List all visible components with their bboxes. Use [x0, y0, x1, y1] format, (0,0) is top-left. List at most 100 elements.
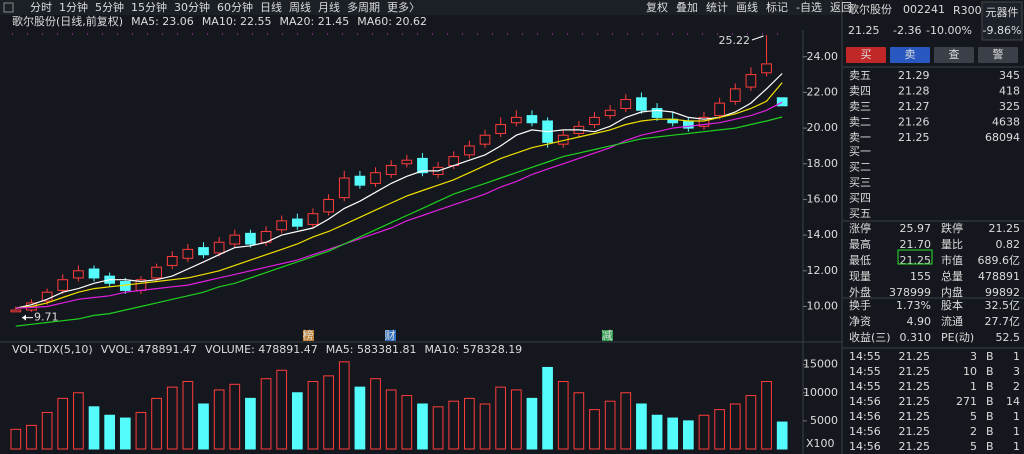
period-tab[interactable]: 日线: [260, 0, 282, 14]
candle-body: [698, 116, 710, 127]
volume-bar: [245, 397, 256, 450]
action-button[interactable]: [846, 47, 886, 63]
volume-bar: [276, 369, 288, 450]
event-marker-bg: [303, 330, 314, 341]
period-tab[interactable]: 1分钟: [59, 0, 88, 14]
toolbar-button[interactable]: -自选: [796, 1, 822, 14]
stat-label: 跌停: [941, 221, 963, 235]
candle-body: [729, 88, 741, 102]
trade-side: B: [986, 395, 994, 408]
toolbar-button[interactable]: 复权: [646, 0, 668, 14]
action-button[interactable]: [978, 47, 1018, 63]
stat-label: 最低: [849, 254, 871, 267]
volume-bar: [260, 378, 272, 450]
stat-value: 378999: [889, 286, 931, 299]
candle-body: [620, 99, 632, 109]
candle-body: [323, 198, 334, 213]
legend-entry: MA5: 23.06: [131, 15, 194, 28]
toolbar-button[interactable]: 标记: [766, 0, 788, 14]
trade-side: B: [986, 350, 994, 363]
trade-count: 14: [1006, 395, 1020, 408]
action-button-label[interactable]: 买: [861, 48, 872, 61]
period-tab[interactable]: 15分钟: [131, 0, 167, 14]
candle-body: [151, 266, 162, 279]
period-tab[interactable]: 月线: [318, 0, 340, 14]
trade-time: 14:56: [849, 440, 881, 453]
ask-level: 卖四: [849, 85, 871, 98]
volume-bar: [229, 383, 241, 450]
stat-value: 1.73%: [896, 299, 931, 312]
stat-label: 换手: [849, 298, 871, 312]
stat-value: 21.70: [900, 238, 932, 251]
index-badge: R300: [953, 4, 982, 17]
toolbar-button[interactable]: 叠加: [676, 1, 698, 14]
last-price: 21.25: [848, 24, 880, 37]
max-annotation: 25.22: [719, 34, 751, 47]
legend-entry: MA60: 20.62: [357, 15, 427, 28]
candle-body: [198, 247, 209, 256]
event-marker[interactable]: 减: [602, 329, 613, 342]
action-button-label[interactable]: 卖: [905, 48, 916, 61]
stat-label: 涨停: [849, 221, 871, 235]
period-tab[interactable]: 5分钟: [95, 0, 124, 14]
ask-volume: 325: [999, 100, 1020, 113]
event-marker-bg: [385, 330, 396, 341]
chart-title: 歌尔股份(日线,前复权): [12, 14, 123, 28]
ask-level: 卖一: [849, 131, 871, 144]
candle-body: [276, 220, 288, 231]
stat-value: 4.90: [907, 315, 932, 328]
candle-body: [761, 63, 772, 74]
sector-box: [981, 1, 1023, 41]
volume-bar: [151, 397, 162, 450]
volume-bar: [166, 386, 178, 450]
period-tab[interactable]: 多周期: [347, 0, 380, 14]
period-tab[interactable]: 分时: [30, 1, 52, 14]
volume-bar: [745, 395, 757, 450]
volume-bar: [557, 381, 569, 450]
period-tab[interactable]: 30分钟: [174, 0, 210, 14]
volume-legend: VVOL: 478891.47: [101, 343, 197, 356]
volume-bar: [26, 424, 37, 450]
trade-count: 1: [1013, 425, 1020, 438]
y-tick-label: 5000: [810, 414, 838, 427]
action-button[interactable]: [934, 47, 974, 63]
action-button[interactable]: [890, 47, 930, 63]
volume-bar: [448, 400, 460, 450]
period-tab[interactable]: 周线: [289, 0, 311, 14]
event-marker[interactable]: 榜: [303, 328, 314, 342]
stat-value: 689.6亿: [978, 254, 1021, 267]
volume-bar: [510, 389, 522, 450]
toolbar-button[interactable]: 返回: [830, 1, 852, 14]
toolbar-button[interactable]: 画线: [736, 0, 758, 14]
stat-label: 量比: [941, 238, 963, 251]
event-marker[interactable]: 财: [385, 328, 396, 342]
trade-time: 14:56: [849, 395, 881, 408]
min-annotation: 9.71: [34, 311, 59, 324]
volume-bar: [417, 403, 428, 450]
volume-bar: [573, 392, 585, 450]
trade-count: 1: [1013, 410, 1020, 423]
action-button-label[interactable]: 警: [993, 47, 1004, 61]
period-tab[interactable]: 60分钟: [217, 0, 253, 14]
stock-code: 002241: [903, 3, 945, 16]
volume-bar: [213, 389, 225, 450]
volume-bar: [776, 421, 788, 450]
volume-bar: [636, 403, 647, 450]
sector-name[interactable]: 元器件: [986, 6, 1019, 19]
stat-label: 总量: [941, 269, 963, 283]
sector-change: -9.86%: [983, 24, 1022, 37]
ma-line: [15, 82, 783, 309]
stat-value: 155: [910, 270, 931, 283]
period-tab[interactable]: 更多〉: [387, 0, 420, 14]
y-tick-label: 12.00: [807, 264, 839, 277]
toolbar-icon: [3, 2, 14, 13]
candle-body: [10, 309, 22, 313]
action-button-label[interactable]: 查: [949, 47, 960, 61]
toolbar-button[interactable]: 统计: [706, 1, 728, 14]
trade-volume: 2: [970, 425, 977, 438]
stat-label: 内盘: [941, 285, 963, 299]
ma-line: [15, 116, 783, 327]
trade-price: 21.25: [899, 425, 931, 438]
ask-volume: 345: [999, 69, 1020, 82]
